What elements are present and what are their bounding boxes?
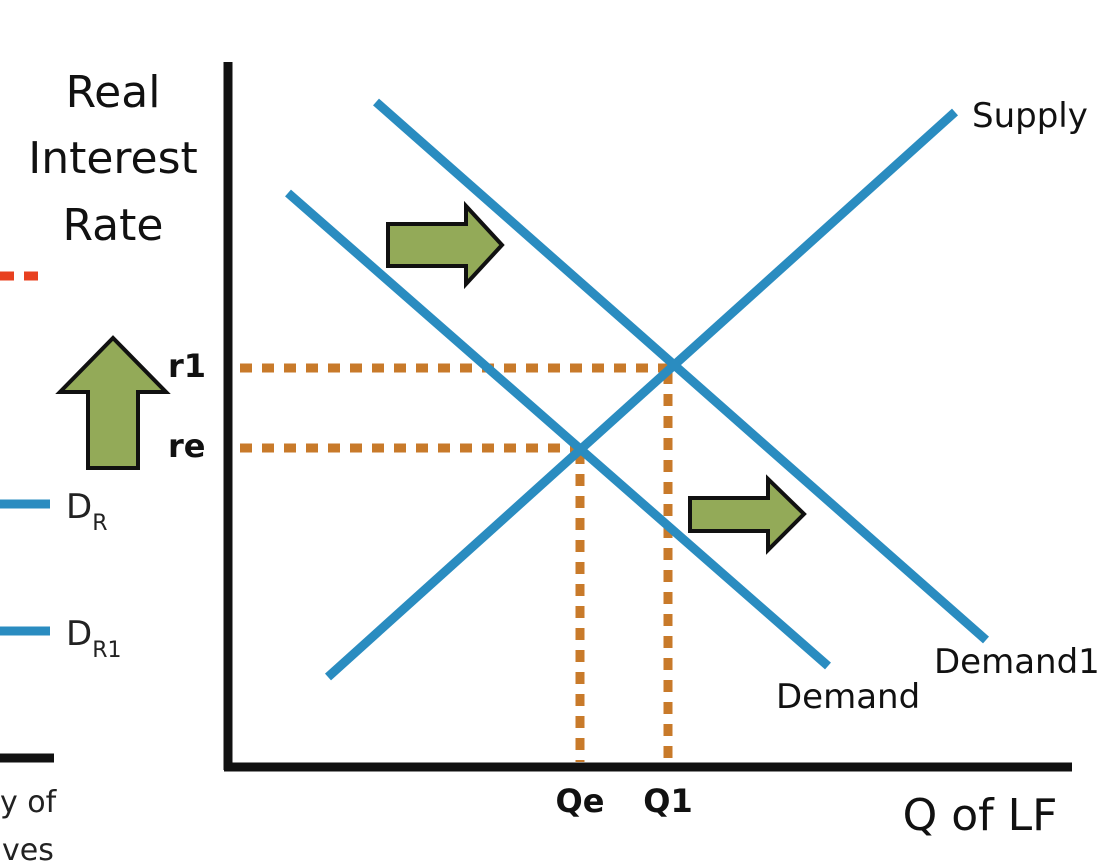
- q1-label: Q1: [643, 782, 692, 820]
- supply-label: Supply: [972, 96, 1088, 136]
- legend-dr1-label: DR1: [66, 614, 121, 663]
- demand1-label: Demand1: [934, 642, 1098, 682]
- legend-cut-text-2: ves: [2, 833, 54, 866]
- y-axis-title-line-3: Rate: [63, 200, 164, 251]
- legend-cut-text-1: y of: [0, 785, 58, 820]
- supply-curve: [324, 108, 959, 681]
- r1-label: r1: [168, 347, 206, 385]
- right-arrow-icon: [386, 200, 505, 290]
- y-axis-title-line-1: Real: [66, 67, 161, 118]
- demand-label: Demand: [776, 677, 920, 717]
- legend-dr-label: DR: [66, 487, 107, 536]
- up-arrow-icon: [55, 335, 171, 470]
- x-axis-title: Q of LF: [903, 790, 1058, 841]
- right-arrow-icon: [688, 474, 807, 555]
- demand1-curve: [373, 98, 989, 644]
- re-label: re: [168, 427, 205, 465]
- qe-label: Qe: [556, 782, 605, 820]
- y-axis-title-line-2: Interest: [28, 133, 198, 184]
- demand-curve: [285, 189, 831, 670]
